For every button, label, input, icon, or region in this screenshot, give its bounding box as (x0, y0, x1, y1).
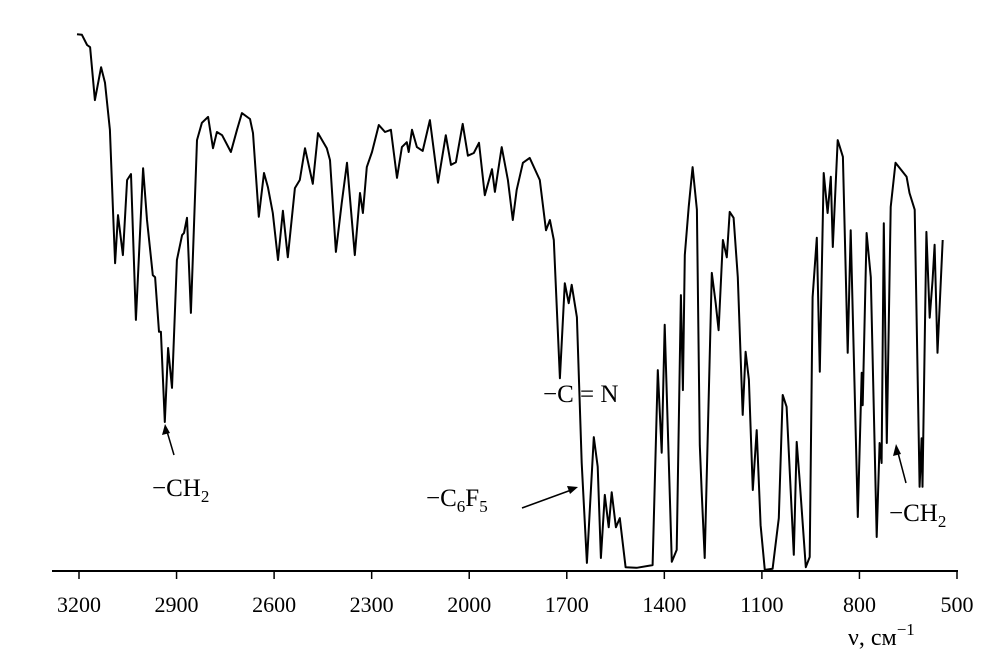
spectrum-line (76, 33, 944, 571)
x-tick-label: 1100 (740, 592, 783, 617)
annotation-label: −CH2 (152, 475, 209, 506)
annotation-label: −C = N (543, 381, 618, 408)
x-axis-ticks: 3200 2900 2600 2300 2000 1700 1400 1100 800 500 (57, 571, 974, 617)
arrowhead-icon (893, 444, 901, 456)
arrowhead-icon (162, 424, 170, 435)
annotation-arrow (521, 488, 575, 509)
annotation-c-n: −C = N (543, 381, 618, 408)
x-tick-label: 800 (843, 592, 876, 617)
x-tick-label: 1400 (642, 592, 686, 617)
x-tick-label: 1700 (545, 592, 589, 617)
annotation-label: −C6F5 (426, 485, 488, 516)
annotation-c6f5: −C6F5 (426, 485, 578, 516)
arrowhead-icon (567, 486, 578, 494)
annotation-label: −CH2 (889, 500, 946, 531)
x-tick-label: 2600 (252, 592, 296, 617)
x-tick-label: 2000 (447, 592, 491, 617)
x-tick-label: 2900 (155, 592, 199, 617)
annotation-ch2-left: −CH2 (152, 424, 209, 506)
x-tick-label: 500 (941, 592, 974, 617)
x-tick-label: 2300 (350, 592, 394, 617)
x-tick-label: 3200 (57, 592, 101, 617)
annotation-arrow (896, 448, 907, 484)
x-axis-label: ν, см−1 (848, 620, 915, 651)
annotation-ch2-right: −CH2 (889, 444, 946, 531)
